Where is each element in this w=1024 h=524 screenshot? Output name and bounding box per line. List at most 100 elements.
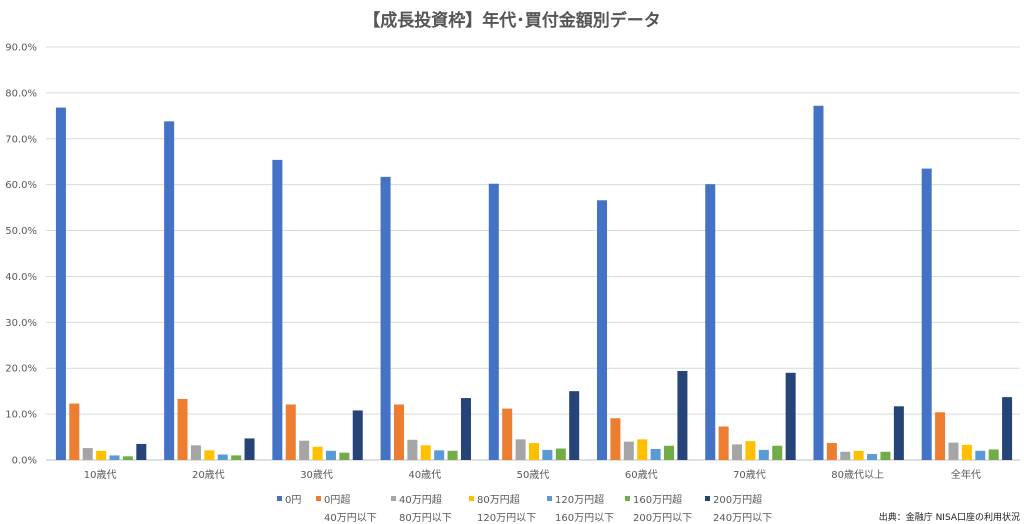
bar [393,404,404,460]
bar [460,398,471,460]
bar [69,403,80,460]
legend-label: 80万円超 [477,493,520,506]
legend-label: 160万円超 [633,493,682,506]
legend-swatch [547,496,552,501]
bar [853,450,864,460]
chart-title: 【成長投資枠】年代･買付金額別データ [363,11,661,31]
bar [272,159,283,461]
x-tick-label: 10歳代 [84,469,117,481]
legend-label-line2: 240万円以下 [713,513,772,524]
bar [758,449,769,460]
bar [610,418,621,460]
bar [488,183,499,460]
bar [893,406,904,460]
bar [975,450,986,460]
legend-label-line2: 120万円以下 [477,513,536,524]
bar [623,441,634,460]
bar [502,408,513,460]
y-tick-label: 60.0% [5,180,37,191]
legend-label-line2: 200万円以下 [633,513,692,524]
bar [813,105,824,460]
bar [935,412,946,460]
y-tick-label: 80.0% [5,88,37,99]
legend-swatch [391,496,396,501]
bar [732,444,743,460]
bar [325,450,336,460]
bar [948,442,959,460]
bar [718,426,729,460]
x-tick-label: 80歳代以上 [831,469,884,481]
y-tick-label: 70.0% [5,134,37,145]
y-tick-label: 40.0% [5,272,37,283]
bar [352,410,363,460]
legend-swatch [705,496,710,501]
bar [867,454,878,460]
bar [555,448,566,460]
bar [745,441,756,460]
legend-swatch [277,496,282,501]
bar [880,451,891,460]
bar [312,446,323,460]
bar [677,370,688,460]
bar [244,438,255,460]
bar [136,443,147,460]
x-tick-label: 60歳代 [625,469,658,481]
bar [285,404,296,460]
legend-swatch [316,496,321,501]
y-tick-label: 30.0% [5,318,37,329]
bar [1002,397,1013,460]
bar [380,176,391,461]
bar [177,398,188,460]
bar [109,455,120,460]
y-tick-label: 20.0% [5,364,37,375]
bar [772,445,783,460]
legend-swatch [469,496,474,501]
legend-label-line2: 160万円以下 [555,513,614,524]
bar [407,439,418,460]
legend-label-line2: 80万円以下 [399,513,452,524]
bar [204,450,215,460]
legend-label: 120万円超 [555,493,604,506]
bar [637,439,648,460]
bar [420,445,431,460]
legend-label: 200万円超 [713,493,762,506]
bar [447,450,458,460]
x-tick-label: 70歳代 [733,469,766,481]
bar [569,391,580,460]
bar [921,168,932,460]
bar [231,455,242,460]
bar [840,451,851,460]
x-tick-label: 50歳代 [517,469,550,481]
bar [82,448,93,460]
bar [597,200,608,460]
bar [515,439,526,460]
bar [988,449,999,460]
x-tick-label: 30歳代 [300,469,333,481]
y-tick-label: 50.0% [5,226,37,237]
x-tick-label: 全年代 [951,468,981,481]
y-tick-label: 90.0% [5,43,37,54]
bar [55,107,66,460]
bar [529,443,539,460]
legend-label-line2: 40万円以下 [324,513,377,524]
y-tick-label: 10.0% [5,410,37,421]
y-tick-label: 0.0% [12,456,37,467]
bar [122,456,133,460]
x-tick-label: 40歳代 [408,469,441,481]
bar [96,450,107,460]
bar [434,450,445,460]
bar [339,452,350,460]
bar [785,372,796,460]
bar [299,440,310,460]
legend-label: 0円 [285,495,301,506]
legend-label: 0円超 [324,493,350,506]
bar [190,445,201,460]
bar [217,454,228,460]
legend-label: 40万円超 [399,493,442,506]
legend-swatch [625,496,630,501]
bar [664,445,675,460]
bar [164,121,175,460]
source-note: 出典：金融庁 NISA口座の利用状況 [878,513,1020,523]
bar [826,443,837,460]
